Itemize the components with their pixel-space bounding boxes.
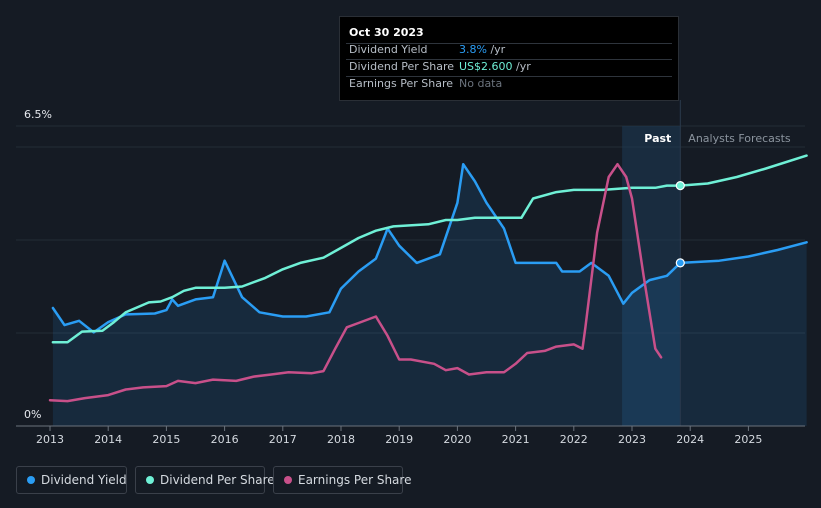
- tooltip-row-dividend-yield: Dividend Yield 3.8% /yr: [340, 41, 680, 58]
- hover-tooltip: Oct 30 2023 Dividend Yield 3.8% /yr Divi…: [339, 16, 679, 101]
- past-label: Past: [644, 132, 671, 145]
- legend-dot-icon: [284, 476, 292, 484]
- x-tick-label: 2025: [734, 433, 762, 446]
- dividend-yield-area: [52, 164, 807, 426]
- tooltip-separator: [346, 76, 672, 77]
- x-axis-ticks: 2013 2014 2015 2016 2017 2018 2019 2020 2021 2022…: [36, 426, 762, 446]
- legend-dot-icon: [27, 476, 35, 484]
- x-tick-label: 2013: [36, 433, 64, 446]
- y-axis-top-label: 6.5%: [24, 108, 52, 121]
- series-lines: [48, 154, 808, 403]
- legend-earnings-per-share[interactable]: Earnings Per Share: [273, 466, 411, 494]
- x-tick-label: 2021: [502, 433, 530, 446]
- tooltip-row-value: No data: [459, 77, 503, 90]
- x-tick-label: 2023: [618, 433, 646, 446]
- analysts-forecasts-label: Analysts Forecasts: [688, 132, 791, 145]
- earnings-per-share-line: [48, 162, 663, 403]
- y-axis-bottom-label: 0%: [24, 408, 41, 421]
- tooltip-separator: [346, 43, 672, 44]
- tooltip-date: Oct 30 2023: [349, 26, 424, 39]
- x-tick-label: 2015: [152, 433, 180, 446]
- legend-label: Earnings Per Share: [298, 473, 412, 487]
- x-tick-label: 2014: [94, 433, 122, 446]
- dividend-per-share-marker: [675, 181, 685, 191]
- past-highlight-band: [622, 126, 681, 426]
- legend-dividend-per-share[interactable]: Dividend Per Share: [135, 466, 275, 494]
- tooltip-row-label: Dividend Per Share: [349, 60, 455, 73]
- tooltip-row-label: Dividend Yield: [349, 43, 428, 56]
- x-tick-label: 2020: [443, 433, 471, 446]
- x-tick-label: 2016: [211, 433, 239, 446]
- dividend-per-share-line: [51, 154, 808, 344]
- tooltip-row-label: Earnings Per Share: [349, 77, 454, 90]
- legend-dot-icon: [146, 476, 154, 484]
- dividend-yield-line: [51, 162, 808, 334]
- tooltip-row-dividend-per-share: Dividend Per Share US$2.600 /yr: [340, 58, 680, 75]
- x-tick-label: 2017: [269, 433, 297, 446]
- x-tick-label: 2019: [385, 433, 413, 446]
- tooltip-row-value: US$2.600 /yr: [459, 60, 531, 73]
- legend-label: Dividend Yield: [41, 473, 127, 487]
- tooltip-row-value: 3.8% /yr: [459, 43, 506, 56]
- legend-dividend-yield[interactable]: Dividend Yield: [16, 466, 127, 494]
- x-tick-label: 2022: [560, 433, 588, 446]
- x-tick-label: 2018: [327, 433, 355, 446]
- series-markers: [675, 181, 685, 268]
- legend-label: Dividend Per Share: [160, 473, 275, 487]
- dividend-yield-marker: [675, 258, 685, 268]
- series-fills: [52, 164, 807, 426]
- tooltip-separator: [346, 59, 672, 60]
- tooltip-row-earnings-per-share: Earnings Per Share No data: [340, 75, 680, 92]
- x-tick-label: 2024: [676, 433, 704, 446]
